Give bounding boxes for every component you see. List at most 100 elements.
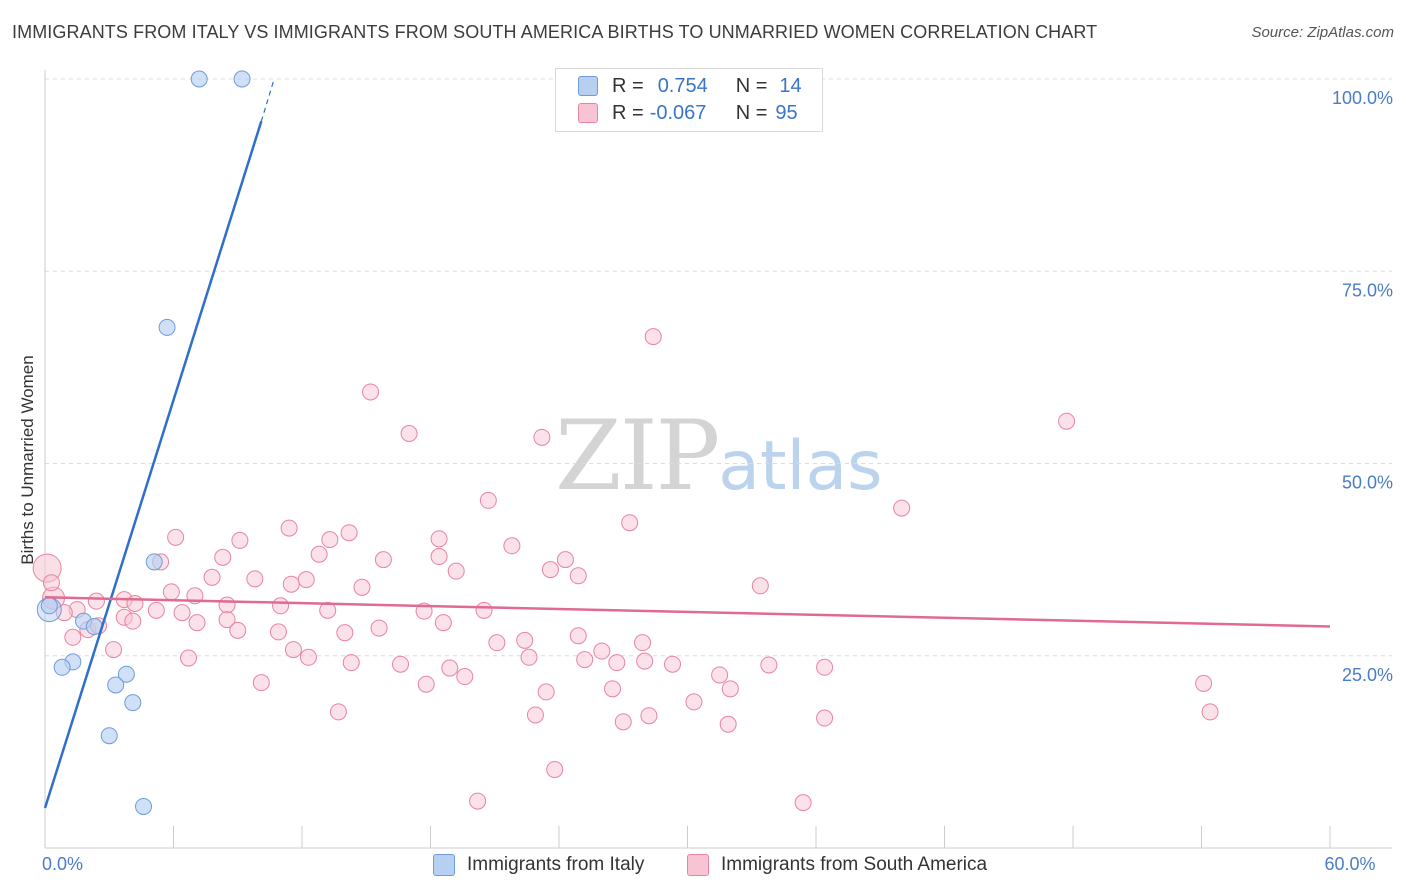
sa-point-94 — [711, 666, 729, 684]
italy-point-11 — [124, 694, 142, 712]
italy-point-10 — [107, 676, 125, 694]
sa-point-91 — [546, 761, 564, 779]
sa-point-74 — [664, 655, 682, 673]
sa-point-13 — [430, 530, 448, 548]
sa-point-55 — [576, 651, 594, 669]
sa-point-7 — [621, 514, 639, 532]
sa-point-21 — [541, 561, 559, 579]
sa-point-56 — [634, 634, 652, 652]
italy-point-0 — [190, 70, 208, 88]
legend-sa-r-label: R = — [612, 101, 644, 124]
italy-point-4 — [40, 597, 58, 615]
legend-swatch-italy — [578, 76, 598, 96]
bottom-legend-sa-label: Immigrants from South America — [721, 854, 988, 875]
sa-point-30 — [353, 578, 371, 596]
sa-point-46 — [188, 614, 206, 632]
sa-point-68 — [488, 634, 506, 652]
sa-point-67 — [441, 659, 459, 677]
sa-point-15 — [310, 545, 328, 563]
sa-point-69 — [520, 648, 538, 666]
sa-point-54 — [569, 627, 587, 645]
sa-point-37 — [272, 597, 290, 615]
x-tick-label-0: 0.0% — [42, 854, 83, 874]
sa-point-64 — [299, 648, 317, 666]
sa-point-9 — [340, 524, 358, 542]
sa-point-51 — [370, 619, 388, 637]
sa-point-59 — [64, 628, 82, 646]
sa-point-50 — [336, 624, 354, 642]
sa-point-1 — [362, 383, 380, 401]
sa-point-16 — [430, 548, 448, 566]
sa-point-87 — [640, 707, 658, 725]
axes — [44, 70, 1392, 849]
bottom-legend-swatch-south-america — [687, 854, 709, 876]
sa-point-80 — [816, 709, 834, 727]
sa-point-25 — [246, 570, 264, 588]
sa-point-65 — [342, 654, 360, 672]
sa-point-4 — [533, 428, 551, 446]
watermark: ZIPatlas — [555, 400, 883, 512]
sa-point-23 — [569, 567, 587, 585]
sa-point-84 — [252, 674, 270, 692]
sa-point-39 — [147, 601, 165, 619]
sa-point-75 — [685, 693, 703, 711]
south-america-points — [32, 328, 1219, 812]
sa-point-33 — [87, 592, 105, 610]
sa-point-11 — [231, 531, 249, 549]
legend-row-south-america: R = -0.067 N = 95 — [578, 101, 798, 125]
sa-point-26 — [297, 571, 315, 589]
sa-point-72 — [608, 654, 626, 672]
y-axis-label: Births to Unmarried Women — [18, 355, 37, 565]
sa-point-76 — [721, 680, 739, 698]
sa-point-78 — [816, 658, 834, 676]
sa-point-43 — [475, 601, 493, 619]
sa-point-22 — [447, 562, 465, 580]
bottom-legend-italy: Immigrants from Italy — [433, 852, 644, 878]
sa-point-61 — [105, 641, 123, 659]
bottom-legend-south-america: Immigrants from South America — [687, 852, 987, 878]
sa-point-41 — [319, 601, 337, 619]
italy-point-1 — [233, 70, 251, 88]
sa-point-2 — [1058, 412, 1076, 430]
legend-italy-r-value: 0.754 — [657, 74, 708, 97]
sa-point-73 — [636, 652, 654, 670]
sa-point-85 — [329, 703, 347, 721]
italy-point-13 — [135, 797, 153, 815]
y-tick-label-75: 75.0% — [1342, 280, 1393, 300]
sa-point-86 — [614, 713, 632, 731]
sa-point-17 — [214, 548, 232, 566]
italy-points — [36, 70, 251, 815]
sa-point-12 — [321, 531, 339, 549]
chart-source: Source: ZipAtlas.com — [1251, 24, 1394, 41]
legend-italy-r-label: R = — [612, 74, 644, 97]
legend-italy-n-value: 14 — [779, 74, 802, 97]
sa-point-31 — [162, 583, 180, 601]
italy-point-3 — [145, 553, 163, 571]
sa-point-92 — [794, 794, 812, 812]
legend-row-italy: R = 0.754 N = 14 — [578, 74, 802, 98]
sa-point-24 — [203, 568, 221, 586]
sa-point-62 — [179, 649, 197, 667]
bottom-legend-swatch-italy — [433, 854, 455, 876]
sa-point-89 — [1201, 703, 1219, 721]
sa-point-71 — [593, 642, 611, 660]
sa-point-29 — [42, 574, 60, 592]
sa-point-14 — [503, 537, 521, 555]
sa-point-10 — [167, 528, 185, 546]
correlation-legend: R = 0.754 N = 14 R = -0.067 N = 95 — [555, 68, 823, 132]
sa-point-77 — [719, 715, 737, 733]
legend-sa-n-value: 95 — [775, 101, 798, 124]
watermark-zip: ZIP — [555, 400, 720, 512]
legend-italy-n-label: N = — [735, 74, 768, 97]
y-tick-label-25: 25.0% — [1342, 665, 1393, 685]
sa-point-5 — [479, 491, 497, 509]
sa-point-19 — [374, 551, 392, 569]
sa-point-35 — [126, 594, 144, 612]
italy-point-12 — [100, 727, 118, 745]
trendlines — [43, 78, 1331, 809]
legend-swatch-south-america — [578, 103, 598, 123]
sa-point-88 — [1195, 674, 1213, 692]
sa-point-81 — [526, 706, 544, 724]
sa-point-3 — [400, 425, 418, 443]
